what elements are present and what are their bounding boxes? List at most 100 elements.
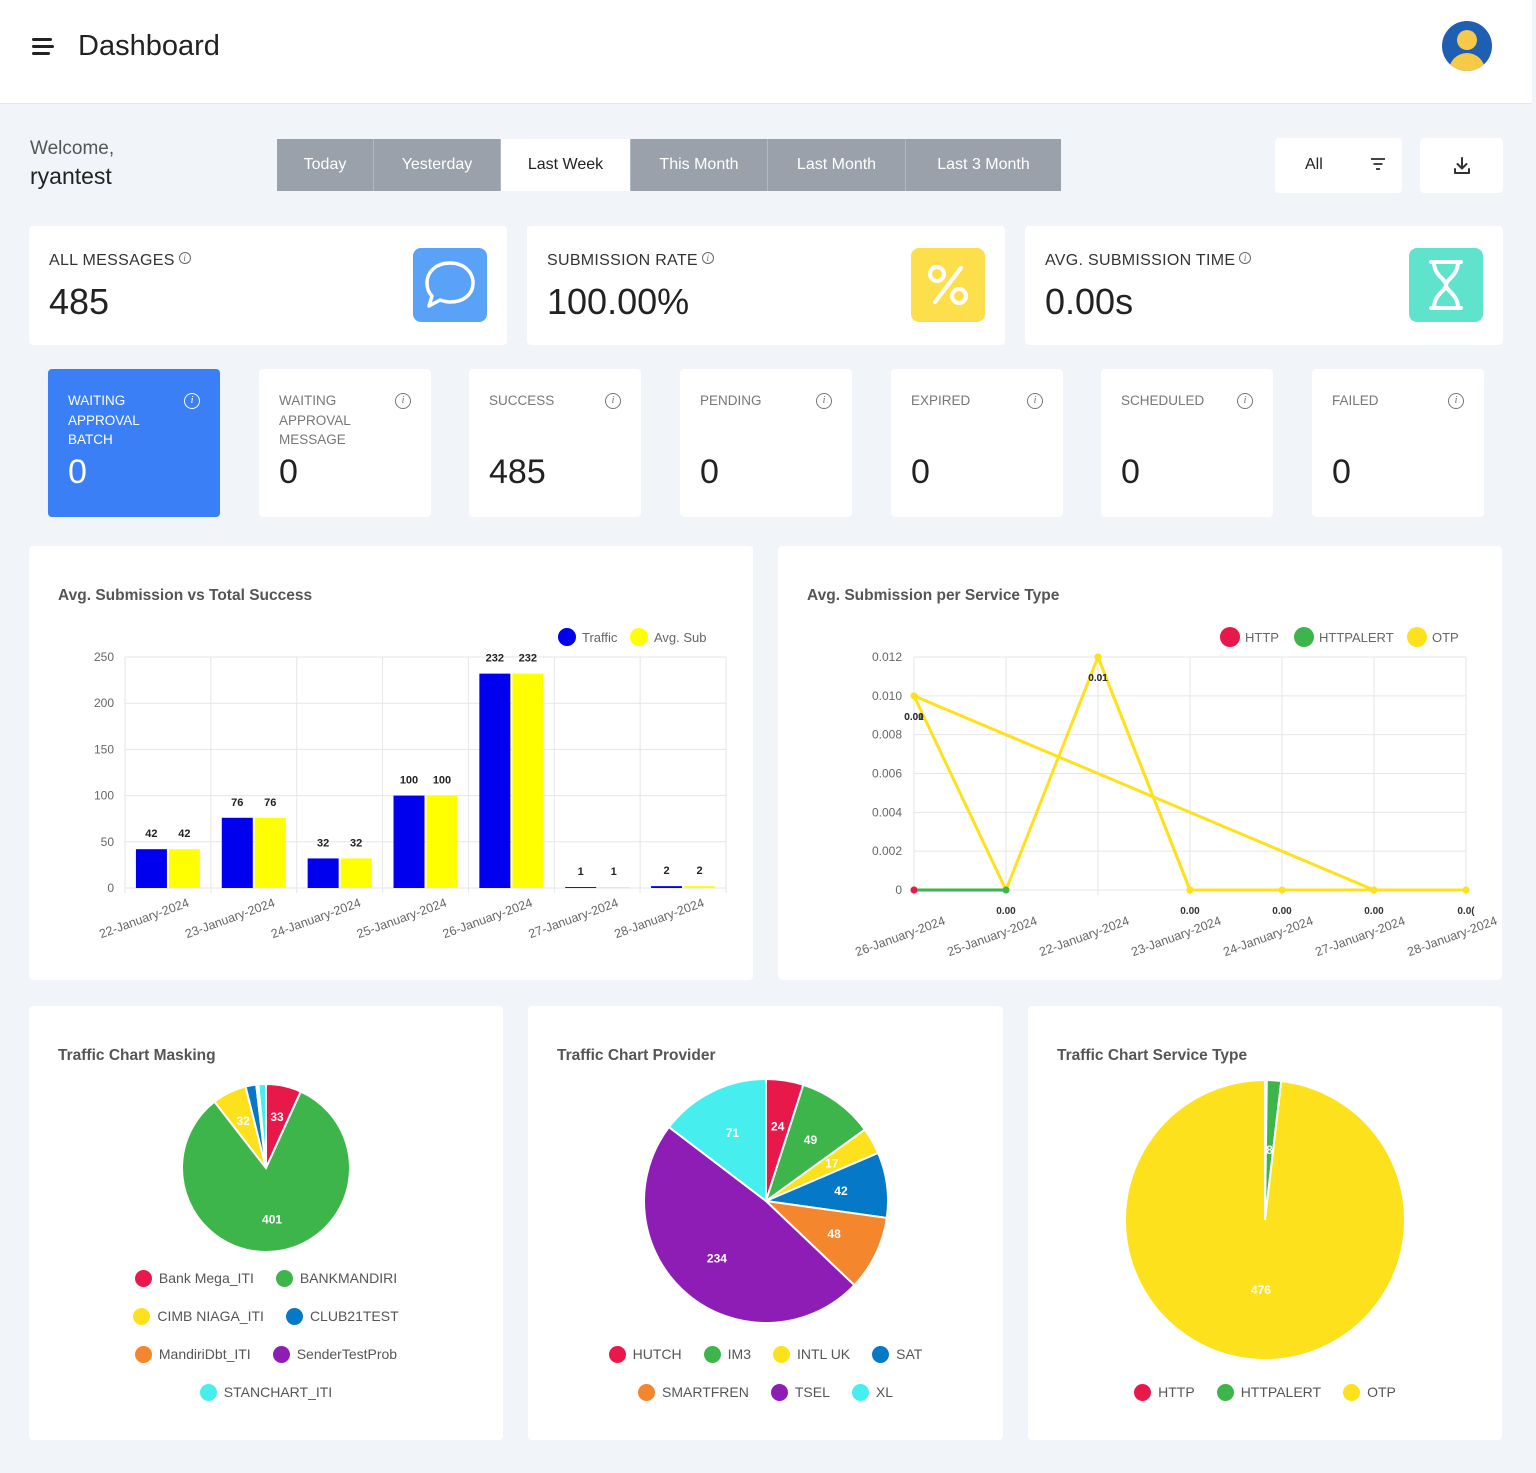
pie-slice-smartfren[interactable] bbox=[763, 1199, 888, 1287]
tab-last-month[interactable]: Last Month bbox=[768, 139, 906, 191]
legend-item-http[interactable]: HTTP bbox=[1134, 1373, 1195, 1411]
legend-item-bank-mega-iti[interactable]: Bank Mega_ITI bbox=[134, 1259, 254, 1297]
bar-avg-sub[interactable] bbox=[598, 887, 630, 888]
legend-label[interactable]: HTTP bbox=[1245, 630, 1279, 645]
hamburger-menu-icon[interactable] bbox=[32, 38, 56, 58]
info-icon[interactable]: i bbox=[1027, 393, 1043, 409]
legend-item-club21test[interactable]: CLUB21TEST bbox=[285, 1297, 399, 1335]
tab-this-month[interactable]: This Month bbox=[631, 139, 768, 191]
line-otp[interactable] bbox=[1096, 656, 1192, 891]
x-tick-label: 27-January-2024 bbox=[1313, 914, 1407, 959]
welcome-greeting: Welcome, bbox=[30, 138, 115, 159]
legend-dot bbox=[703, 1345, 721, 1363]
x-tick-label: 23-January-2024 bbox=[183, 896, 277, 941]
tab-yesterday[interactable]: Yesterday bbox=[374, 139, 501, 191]
pie-slice-tsel[interactable] bbox=[643, 1125, 856, 1324]
line-point-otp[interactable] bbox=[1094, 653, 1102, 661]
legend-item-mandiridbt-iti[interactable]: MandiriDbt_ITI bbox=[134, 1335, 251, 1373]
legend-dot bbox=[1134, 1383, 1152, 1401]
legend-item-sat[interactable]: SAT bbox=[872, 1335, 922, 1373]
legend-item-bankmandiri[interactable]: BANKMANDIRI bbox=[275, 1259, 397, 1297]
legend-dot bbox=[275, 1269, 293, 1287]
legend-item-xl[interactable]: XL bbox=[851, 1373, 893, 1411]
info-icon[interactable]: i bbox=[701, 252, 714, 264]
info-icon[interactable]: i bbox=[1237, 393, 1253, 409]
status-waiting-approval-message[interactable]: WAITING APPROVAL MESSAGE i 0 bbox=[259, 369, 431, 517]
legend-label[interactable]: Traffic bbox=[582, 630, 618, 645]
status-expired[interactable]: EXPIRED i 0 bbox=[891, 369, 1063, 517]
info-icon[interactable]: i bbox=[1448, 393, 1464, 409]
status-label: WAITING APPROVAL MESSAGE bbox=[279, 393, 351, 447]
line-point-otp[interactable] bbox=[1186, 886, 1194, 894]
bar-traffic[interactable] bbox=[307, 858, 339, 888]
status-value: 485 bbox=[489, 453, 546, 491]
welcome-username: ryantest bbox=[30, 163, 112, 189]
y-tick-label: 0.012 bbox=[872, 650, 902, 664]
y-tick-label: 150 bbox=[94, 742, 114, 756]
bar-avg-sub[interactable] bbox=[426, 795, 458, 888]
point-value-label: 0.00 bbox=[904, 712, 924, 723]
line-point-http[interactable] bbox=[910, 886, 918, 894]
pie-slice-bankmandiri[interactable] bbox=[181, 1090, 351, 1253]
info-icon[interactable]: i bbox=[816, 393, 832, 409]
info-icon[interactable]: i bbox=[1239, 252, 1252, 264]
legend-item-stanchart-iti[interactable]: STANCHART_ITI bbox=[199, 1373, 332, 1411]
status-failed[interactable]: FAILED i 0 bbox=[1312, 369, 1484, 517]
y-tick-label: 0.008 bbox=[872, 728, 902, 742]
bar-value-label: 100 bbox=[433, 775, 451, 787]
info-icon[interactable]: i bbox=[395, 393, 411, 409]
bar-avg-sub[interactable] bbox=[340, 858, 372, 888]
tab-today[interactable]: Today bbox=[277, 139, 374, 191]
legend-label[interactable]: Avg. Sub bbox=[654, 630, 707, 645]
legend-item-httpalert[interactable]: HTTPALERT bbox=[1216, 1373, 1321, 1411]
bar-traffic[interactable] bbox=[221, 817, 253, 888]
user-avatar-icon[interactable] bbox=[1442, 21, 1492, 71]
bar-traffic[interactable] bbox=[393, 795, 425, 888]
legend-item-im3[interactable]: IM3 bbox=[703, 1335, 751, 1373]
bar-value-label: 1 bbox=[578, 866, 584, 878]
legend-label: HTTP bbox=[1158, 1384, 1195, 1400]
pie-slice-im3[interactable] bbox=[764, 1083, 867, 1204]
bar-avg-sub[interactable] bbox=[254, 817, 286, 888]
status-success[interactable]: SUCCESS i 485 bbox=[469, 369, 641, 517]
legend-label[interactable]: OTP bbox=[1432, 630, 1459, 645]
status-waiting-approval-batch[interactable]: WAITING APPROVAL BATCH i 0 bbox=[48, 369, 220, 517]
kpi-label: AVG. SUBMISSION TIME bbox=[1045, 252, 1236, 269]
pie-slice-otp[interactable] bbox=[1124, 1078, 1406, 1361]
line-point-httpalert[interactable] bbox=[1002, 886, 1010, 894]
bar-traffic[interactable] bbox=[565, 887, 597, 888]
line-point-otp[interactable] bbox=[1462, 886, 1470, 894]
info-icon[interactable]: i bbox=[605, 393, 621, 409]
legend-item-hutch[interactable]: HUTCH bbox=[608, 1335, 682, 1373]
legend-item-otp[interactable]: OTP bbox=[1343, 1373, 1396, 1411]
info-icon[interactable]: i bbox=[178, 252, 191, 264]
legend-item-intl-uk[interactable]: INTL UK bbox=[772, 1335, 850, 1373]
line-point-otp[interactable] bbox=[1278, 886, 1286, 894]
line-point-otp[interactable] bbox=[910, 692, 918, 700]
info-icon[interactable]: i bbox=[184, 393, 200, 409]
line-point-otp[interactable] bbox=[1370, 886, 1378, 894]
legend-label[interactable]: HTTPALERT bbox=[1319, 630, 1394, 645]
service-filter-select[interactable]: All bbox=[1275, 138, 1402, 193]
bar-avg-sub[interactable] bbox=[684, 886, 716, 888]
chart-title: Avg. Submission vs Total Success bbox=[58, 587, 313, 604]
bar-avg-sub[interactable] bbox=[512, 673, 544, 888]
legend-item-cimb-niaga-iti[interactable]: CIMB NIAGA_ITI bbox=[133, 1297, 264, 1335]
tab-last-3-month[interactable]: Last 3 Month bbox=[906, 139, 1061, 191]
pie-slice-stanchart-iti[interactable] bbox=[257, 1082, 267, 1169]
pie-slice-xl[interactable] bbox=[667, 1077, 767, 1204]
status-scheduled[interactable]: SCHEDULED i 0 bbox=[1101, 369, 1273, 517]
legend-item-tsel[interactable]: TSEL bbox=[770, 1373, 830, 1411]
bar-traffic[interactable] bbox=[651, 886, 683, 888]
legend-label: Bank Mega_ITI bbox=[158, 1270, 254, 1286]
legend-item-sendertestprob[interactable]: SenderTestProb bbox=[272, 1335, 397, 1373]
bar-avg-sub[interactable] bbox=[168, 849, 200, 888]
bar-traffic[interactable] bbox=[479, 673, 511, 888]
bar-traffic[interactable] bbox=[135, 849, 167, 888]
status-pending[interactable]: PENDING i 0 bbox=[680, 369, 852, 517]
pie-chart-masking: 33 401 32 bbox=[181, 1082, 351, 1253]
legend-item-smartfren[interactable]: SMARTFREN bbox=[638, 1373, 749, 1411]
download-button[interactable] bbox=[1420, 138, 1503, 193]
tab-last-week[interactable]: Last Week bbox=[501, 139, 631, 191]
legend-dot bbox=[1343, 1383, 1361, 1401]
